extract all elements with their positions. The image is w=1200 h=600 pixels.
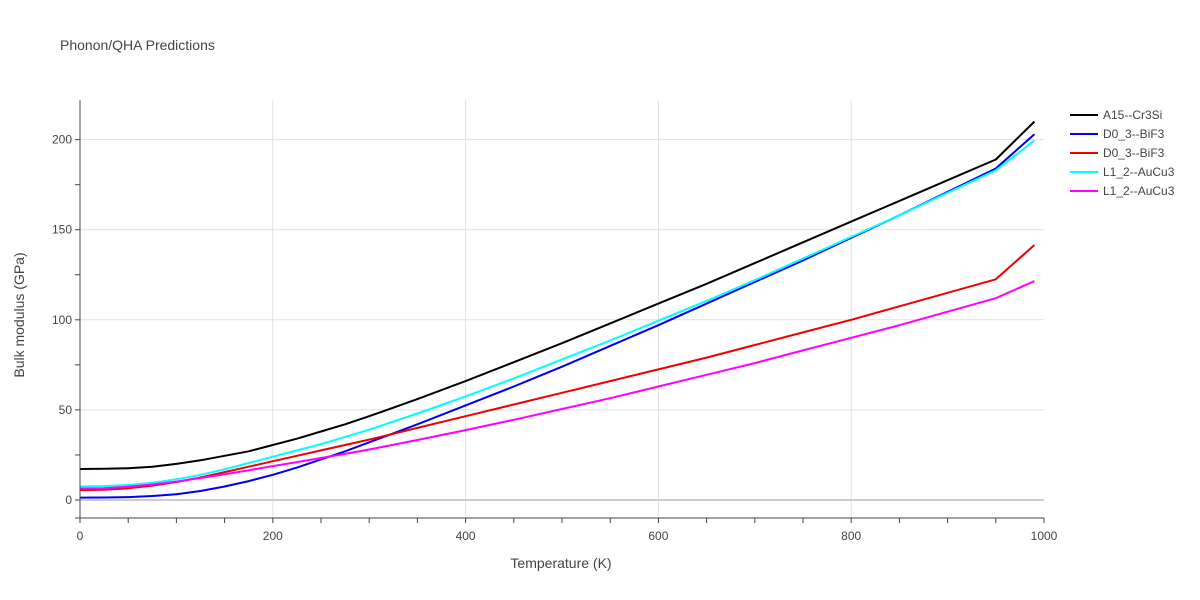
legend-label: A15--Cr3Si: [1103, 108, 1162, 122]
x-tick-label: 0: [77, 529, 84, 543]
legend-item[interactable]: D0_3--BiF3: [1070, 146, 1165, 160]
series-line-1[interactable]: [79, 133, 1036, 499]
series-line-3[interactable]: [79, 139, 1036, 488]
chart-title: Phonon/QHA Predictions: [60, 37, 215, 53]
x-tick-label: 1000: [1031, 529, 1058, 543]
y-tick-labels: 0 50 100 150 200: [52, 133, 72, 507]
legend-label: L1_2--AuCu3: [1103, 184, 1175, 198]
legend-item[interactable]: L1_2--AuCu3: [1070, 184, 1175, 198]
x-tick-label: 800: [841, 529, 861, 543]
x-tick-label: 400: [456, 529, 476, 543]
series-line-2[interactable]: [79, 244, 1036, 492]
series-lines: [79, 120, 1036, 499]
y-tick-label: 200: [52, 133, 72, 147]
legend-item[interactable]: D0_3--BiF3: [1070, 127, 1165, 141]
plot-area: [75, 100, 1045, 523]
legend-label: D0_3--BiF3: [1103, 127, 1165, 141]
y-axis-title: Bulk modulus (GPa): [11, 252, 27, 377]
legend-item[interactable]: L1_2--AuCu3: [1070, 165, 1175, 179]
y-tick-label: 0: [65, 493, 72, 507]
y-tick-label: 100: [52, 313, 72, 327]
x-tick-labels: 0 200 400 600 800 1000: [77, 529, 1058, 543]
axes: [75, 100, 1045, 523]
x-axis-title: Temperature (K): [510, 555, 611, 571]
series-line-0[interactable]: [79, 120, 1036, 470]
legend-item[interactable]: A15--Cr3Si: [1070, 108, 1162, 122]
legend[interactable]: A15--Cr3Si D0_3--BiF3 D0_3--BiF3 L1_2--AuCu…: [1070, 108, 1175, 198]
x-tick-label: 200: [263, 529, 283, 543]
legend-label: D0_3--BiF3: [1103, 146, 1165, 160]
y-tick-label: 150: [52, 223, 72, 237]
legend-label: L1_2--AuCu3: [1103, 165, 1175, 179]
series-line-4[interactable]: [79, 280, 1035, 490]
y-tick-label: 50: [59, 403, 73, 417]
x-tick-label: 600: [648, 529, 668, 543]
